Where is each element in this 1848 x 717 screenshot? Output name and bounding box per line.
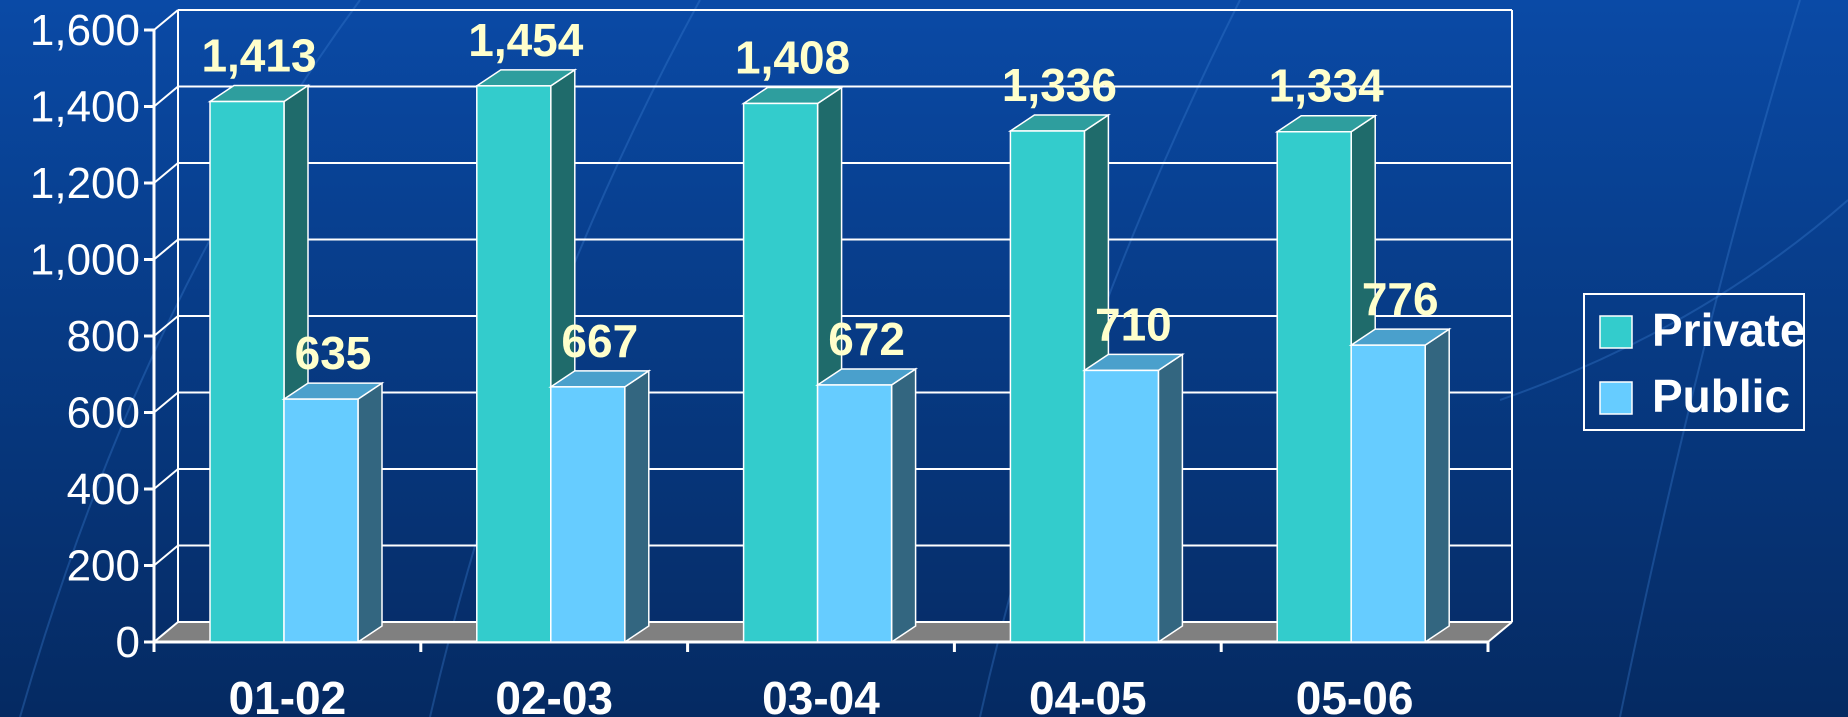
x-axis: 01-02 02-03 03-04 04-05 05-06 <box>152 640 1490 717</box>
legend-label: Public <box>1652 370 1790 422</box>
bar-front <box>209 100 285 643</box>
y-tick-label: 0 <box>116 618 140 667</box>
bar-side <box>357 381 383 644</box>
data-label: 1,336 <box>1002 59 1117 111</box>
data-label: 667 <box>561 315 638 367</box>
background-arc <box>1619 0 1801 717</box>
y-tick-label: 600 <box>67 389 140 438</box>
legend-swatch <box>1599 315 1633 349</box>
background-arc <box>1499 199 1848 401</box>
bar-side <box>1157 353 1184 644</box>
gridline-side <box>153 162 179 184</box>
gridline-side <box>153 468 179 490</box>
bar-public <box>281 381 385 644</box>
bar-front <box>1350 344 1426 643</box>
data-label: 1,334 <box>1269 60 1385 112</box>
data-label: 1,454 <box>468 14 584 66</box>
bar-front <box>550 386 626 643</box>
x-tick-label: 04-05 <box>1029 672 1147 717</box>
bar-front <box>742 102 819 643</box>
data-label: 672 <box>828 313 905 365</box>
y-tick-label: 200 <box>67 542 140 591</box>
y-tick-label: 1,400 <box>30 83 140 132</box>
y-tick-label: 1,600 <box>30 6 140 55</box>
legend-swatch <box>1599 381 1633 415</box>
bar-public <box>548 369 652 644</box>
gridline-side <box>153 85 179 108</box>
bar-side <box>890 367 917 644</box>
x-tick-label: 03-04 <box>762 672 880 717</box>
gridline-side <box>153 391 179 414</box>
legend-label: Private <box>1652 304 1805 356</box>
gridline-side <box>153 238 179 261</box>
bar-side <box>1424 327 1450 644</box>
y-tick-label: 400 <box>67 465 140 514</box>
bar-public <box>1348 327 1452 644</box>
data-label: 1,408 <box>735 31 850 83</box>
data-label: 635 <box>295 327 372 379</box>
bar-front <box>816 384 893 643</box>
floor-edge-right <box>1487 621 1513 643</box>
data-label: 1,413 <box>201 30 316 82</box>
bar-front <box>476 85 552 643</box>
y-tick-label: 800 <box>67 312 140 361</box>
data-label: 710 <box>1095 298 1172 350</box>
y-axis: 0 200 400 600 800 1,000 1,200 1,400 1,600 <box>30 6 156 667</box>
gridline-side <box>153 621 179 643</box>
legend-box <box>1583 293 1805 431</box>
gridline-side <box>153 9 179 31</box>
gridline-side <box>153 315 179 337</box>
bars <box>207 68 1452 644</box>
data-label: 776 <box>1362 273 1439 325</box>
bar-public <box>1081 353 1185 644</box>
y-tick-label: 1,200 <box>30 159 140 208</box>
x-tick-label: 05-06 <box>1296 672 1414 717</box>
bar-public <box>815 367 919 644</box>
bar-front <box>1009 130 1086 643</box>
legend: Private Public <box>1583 293 1805 431</box>
bar-front <box>1083 369 1160 643</box>
bar-side <box>624 369 650 644</box>
bar-front <box>283 398 359 643</box>
x-tick-label: 01-02 <box>229 672 347 717</box>
data-labels: 1,413 635 1,454 667 1,408 672 1,336 710 1,334 776 <box>201 14 1438 379</box>
bar-private <box>741 86 845 644</box>
y-tick-label: 1,000 <box>30 236 140 285</box>
bar-front <box>1276 130 1352 643</box>
gridline-side <box>153 544 179 567</box>
x-tick-label: 02-03 <box>495 672 613 717</box>
